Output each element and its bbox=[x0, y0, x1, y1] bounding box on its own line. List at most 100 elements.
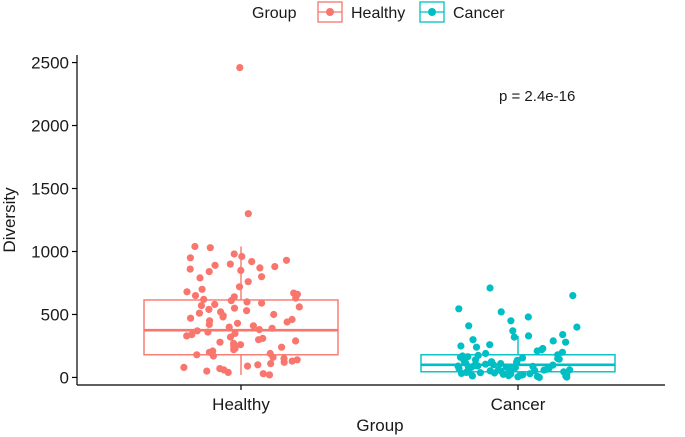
data-point-healthy bbox=[186, 265, 194, 273]
x-axis-title: Group bbox=[356, 416, 403, 435]
data-point-cancer bbox=[468, 372, 476, 380]
data-point-healthy bbox=[295, 303, 303, 311]
data-point-healthy bbox=[235, 283, 244, 291]
data-point-cancer bbox=[482, 360, 490, 368]
data-point-healthy bbox=[219, 313, 227, 321]
data-point-cancer bbox=[509, 327, 517, 335]
data-point-cancer bbox=[573, 323, 581, 331]
data-point-cancer bbox=[490, 369, 499, 377]
data-point-cancer bbox=[471, 356, 480, 364]
data-point-healthy bbox=[224, 368, 232, 376]
data-point-cancer bbox=[472, 343, 481, 351]
x-tick-label: Healthy bbox=[212, 395, 270, 414]
data-point-cancer bbox=[469, 336, 477, 344]
legend-label-healthy: Healthy bbox=[351, 5, 405, 22]
data-point-cancer bbox=[497, 308, 505, 316]
y-tick-label: 0 bbox=[60, 368, 69, 387]
data-point-cancer bbox=[455, 305, 463, 313]
data-point-healthy bbox=[269, 353, 277, 361]
data-point-healthy bbox=[187, 314, 195, 322]
x-axis-ticks: Healthy Cancer bbox=[212, 385, 546, 414]
data-point-healthy bbox=[248, 258, 256, 266]
legend-key-healthy bbox=[317, 1, 343, 23]
data-point-healthy bbox=[205, 268, 213, 276]
data-point-cancer bbox=[526, 370, 534, 378]
y-tick-label: 500 bbox=[41, 305, 69, 324]
plot-panel bbox=[143, 64, 616, 381]
data-point-healthy bbox=[255, 336, 263, 344]
data-point-healthy bbox=[243, 298, 251, 306]
data-point-healthy bbox=[209, 352, 217, 360]
data-point-healthy bbox=[195, 309, 203, 317]
data-point-cancer bbox=[562, 338, 570, 346]
data-point-healthy bbox=[193, 327, 201, 335]
data-point-cancer bbox=[510, 333, 518, 341]
data-point-cancer bbox=[524, 313, 532, 321]
data-point-healthy bbox=[278, 343, 286, 351]
data-point-healthy bbox=[233, 319, 242, 327]
data-point-healthy bbox=[249, 322, 257, 330]
data-point-healthy bbox=[230, 250, 238, 258]
data-point-healthy bbox=[238, 252, 246, 261]
data-point-healthy bbox=[271, 263, 279, 271]
data-point-cancer bbox=[569, 292, 577, 300]
data-point-healthy bbox=[203, 367, 211, 375]
p-value-annotation: p = 2.4e-16 bbox=[499, 88, 575, 105]
data-point-healthy bbox=[196, 274, 204, 282]
data-point-cancer bbox=[497, 360, 505, 368]
data-point-healthy bbox=[204, 328, 212, 336]
data-point-healthy bbox=[183, 332, 191, 340]
data-point-cancer bbox=[535, 373, 543, 381]
data-point-healthy bbox=[283, 318, 291, 326]
data-point-healthy bbox=[254, 361, 262, 369]
data-point-cancer bbox=[559, 331, 567, 339]
y-tick-label: 1000 bbox=[31, 242, 69, 261]
data-point-healthy bbox=[236, 341, 245, 349]
data-point-healthy bbox=[256, 264, 264, 272]
data-point-healthy bbox=[288, 357, 296, 365]
data-point-healthy bbox=[244, 210, 252, 218]
box-iqr bbox=[420, 354, 616, 373]
points-layer bbox=[180, 64, 581, 381]
data-point-cancer bbox=[465, 322, 473, 330]
data-point-healthy bbox=[244, 278, 252, 286]
data-point-cancer bbox=[533, 347, 541, 355]
data-point-healthy bbox=[200, 295, 208, 303]
data-point-cancer bbox=[474, 362, 482, 370]
data-point-healthy bbox=[267, 360, 275, 368]
data-point-healthy bbox=[237, 266, 245, 274]
data-point-healthy bbox=[216, 338, 224, 346]
data-point-healthy bbox=[265, 371, 274, 379]
data-point-healthy bbox=[198, 285, 206, 293]
data-point-healthy bbox=[270, 310, 278, 319]
data-point-cancer bbox=[514, 373, 522, 381]
data-point-healthy bbox=[280, 358, 288, 366]
data-point-healthy bbox=[226, 333, 235, 341]
legend-key-cancer bbox=[419, 1, 445, 23]
y-axis-ticks: 0 500 1000 1500 2000 2500 bbox=[31, 54, 77, 387]
data-point-healthy bbox=[292, 294, 300, 302]
x-tick-label: Cancer bbox=[491, 395, 546, 414]
data-point-cancer bbox=[486, 284, 494, 292]
data-point-healthy bbox=[226, 260, 234, 268]
data-point-cancer bbox=[486, 341, 494, 349]
data-point-cancer bbox=[563, 373, 571, 381]
data-point-healthy bbox=[236, 64, 244, 72]
y-tick-label: 2000 bbox=[31, 117, 69, 136]
data-point-cancer bbox=[457, 342, 465, 350]
data-point-healthy bbox=[191, 292, 200, 300]
data-point-healthy bbox=[211, 261, 219, 269]
y-tick-label: 1500 bbox=[31, 180, 69, 199]
box-iqr bbox=[143, 299, 339, 356]
data-point-healthy bbox=[205, 305, 213, 313]
data-point-healthy bbox=[255, 326, 263, 334]
data-point-healthy bbox=[193, 351, 201, 359]
data-point-cancer bbox=[457, 369, 466, 377]
data-point-cancer bbox=[507, 317, 515, 325]
data-point-healthy bbox=[211, 300, 219, 308]
data-point-healthy bbox=[191, 242, 199, 251]
y-tick-label: 2500 bbox=[31, 54, 69, 73]
data-point-healthy bbox=[205, 320, 213, 329]
data-point-healthy bbox=[230, 304, 239, 312]
